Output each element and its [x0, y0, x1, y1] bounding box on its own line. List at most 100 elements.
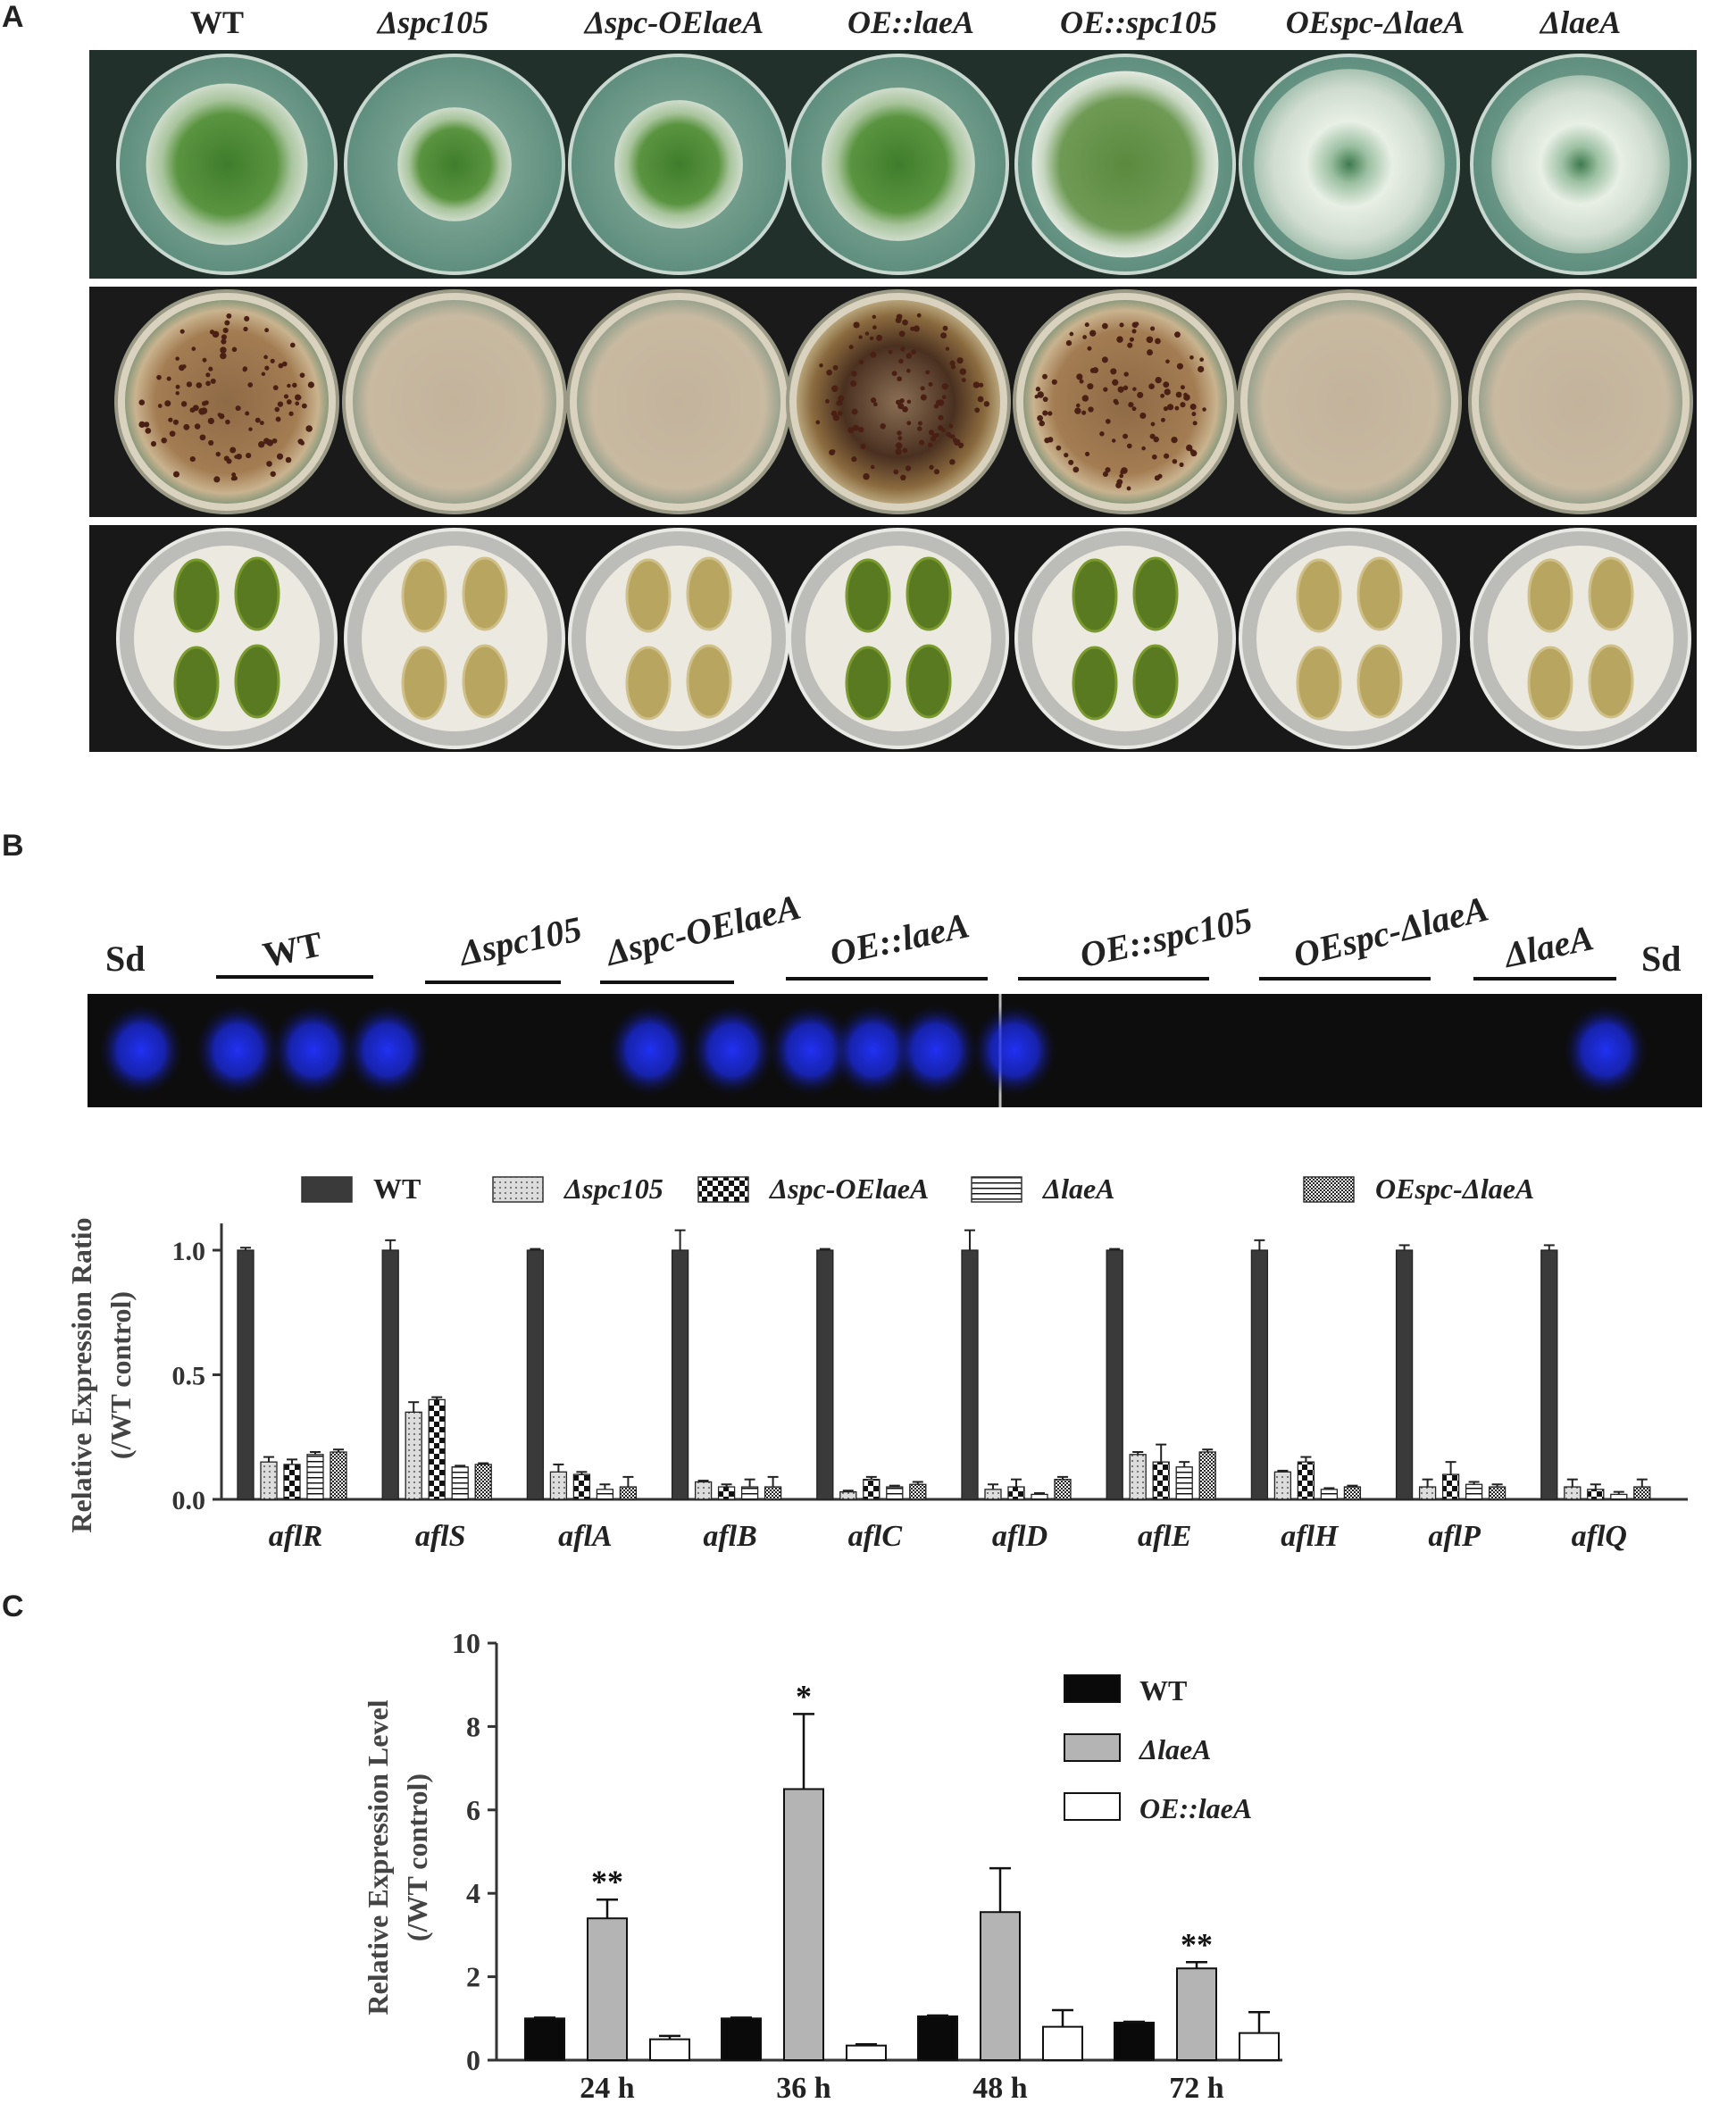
bar	[381, 1249, 399, 1500]
bar	[1540, 1249, 1558, 1500]
strain-label-wt: WT	[189, 4, 244, 40]
timepoint-group: 48 h	[917, 1866, 1083, 2103]
bar	[1441, 1473, 1460, 1500]
x-tick-label: aflB	[703, 1520, 756, 1553]
conidia-plate	[116, 54, 338, 275]
bar	[1054, 1479, 1072, 1500]
x-tick-label: 24 h	[580, 2072, 635, 2099]
legend-label: Δspc-OElaeA	[768, 1173, 929, 1205]
seed-plate	[1014, 528, 1236, 749]
x-tick-label: 72 h	[1169, 2072, 1224, 2099]
legend-swatch	[301, 1176, 353, 1203]
legend-entry: Δspc-OElaeA	[697, 1173, 929, 1205]
sclerotia-plate	[1468, 289, 1693, 514]
sclerotia-plate	[566, 289, 791, 514]
conidia-plate	[788, 54, 1009, 275]
bar	[909, 1483, 927, 1500]
bar	[260, 1461, 278, 1500]
x-tick-label: 36 h	[776, 2072, 831, 2099]
legend-label: ΔlaeA	[1041, 1173, 1115, 1205]
bar	[1129, 1454, 1147, 1500]
bar	[1395, 1249, 1414, 1500]
legend-swatch	[492, 1176, 544, 1203]
bar	[1176, 1967, 1217, 2062]
legend-entry: ΔlaeA	[1064, 1733, 1212, 1765]
tlc-fluorescent-spot	[1563, 1004, 1648, 1097]
x-tick-label: aflC	[848, 1520, 903, 1553]
conidia-plate	[344, 54, 565, 275]
timepoint-group: ** 72 h	[1114, 1926, 1280, 2103]
legend-entry: ΔlaeA	[971, 1173, 1115, 1205]
bar	[1273, 1471, 1292, 1500]
significance-marker: *	[796, 1678, 812, 1714]
significance-marker: **	[1181, 1926, 1213, 1962]
conidia-plate	[1239, 54, 1460, 275]
tlc-fluorescent-spot	[195, 1004, 280, 1097]
bar	[587, 1917, 628, 2061]
bar	[984, 1489, 1002, 1500]
category-group: aflD	[961, 1229, 1072, 1553]
seed-plate	[344, 528, 565, 749]
sclerotia-plate	[114, 289, 339, 514]
tlc-group-line-dspc-oelaea	[600, 981, 734, 984]
tlc-fluorescent-spot	[689, 1004, 775, 1097]
category-group: aflR	[237, 1247, 347, 1553]
legend-entry: WT	[1064, 1674, 1187, 1707]
tlc-fluorescent-spot	[768, 1004, 854, 1097]
bar	[306, 1454, 324, 1500]
tlc-label-sd-right: Sd	[1641, 939, 1682, 979]
bar	[1465, 1483, 1483, 1500]
bar	[1488, 1486, 1506, 1500]
bar	[451, 1466, 469, 1500]
x-tick-label: aflR	[269, 1520, 322, 1553]
seed-plate	[788, 528, 1009, 749]
timepoint-group: ** 24 h	[524, 1864, 690, 2103]
x-tick-label: aflH	[1281, 1520, 1340, 1553]
bar	[1587, 1489, 1605, 1500]
legend-swatch	[1303, 1176, 1355, 1203]
bar	[596, 1489, 614, 1500]
tlc-fluorescent-spot	[607, 1004, 693, 1097]
legend-label: Δspc105	[563, 1173, 664, 1205]
tlc-group-line-oe-spc105	[1018, 977, 1209, 981]
bar	[619, 1486, 638, 1500]
category-group: aflB	[671, 1229, 782, 1553]
gene-expression-chart: WT Δspc105 Δspc-OElaeA ΔlaeA OEspc-ΔlaeA 0.0 0…	[0, 1116, 1736, 1581]
bar	[474, 1464, 492, 1500]
bar	[1042, 2025, 1083, 2062]
conidiation-plates-photo	[89, 50, 1697, 279]
timepoint-group: * 36 h	[721, 1678, 887, 2103]
tlc-fluorescent-spot	[972, 1004, 1057, 1097]
bar	[1031, 1493, 1048, 1500]
sclerotia-plate	[786, 289, 1011, 514]
strain-label-oe-spc105: OE::spc105	[1060, 4, 1217, 40]
bar	[1175, 1466, 1193, 1500]
bar	[740, 1486, 759, 1500]
y-tick-label: 10	[452, 1627, 480, 1659]
x-tick-label: 48 h	[972, 2072, 1028, 2099]
category-group: aflQ	[1540, 1244, 1651, 1553]
tlc-group-line-oespc-dlaea	[1259, 977, 1431, 981]
bar	[783, 1788, 824, 2061]
bar	[237, 1249, 255, 1500]
panel-label-b: B	[2, 829, 24, 863]
legend-entry: OE::laeA	[1064, 1792, 1252, 1824]
bar	[1106, 1249, 1123, 1500]
bar	[524, 2017, 565, 2061]
seed-plate	[1470, 528, 1691, 749]
legend-swatch	[971, 1176, 1022, 1203]
legend-entry: WT	[301, 1173, 421, 1205]
strain-label-oespc-dlaea: OEspc-ΔlaeA	[1285, 4, 1465, 40]
sclerotia-plate	[1013, 289, 1238, 514]
tlc-label-oe-spc105: OE::spc105	[1076, 899, 1256, 976]
strain-label-dspc-oelaea: Δspc-OElaeA	[584, 4, 764, 40]
category-group: aflE	[1106, 1248, 1216, 1553]
bar	[1610, 1493, 1628, 1500]
bar	[839, 1490, 857, 1500]
bar	[917, 2015, 958, 2061]
bar	[428, 1398, 446, 1500]
y-tick-label: 8	[466, 1710, 480, 1742]
y-tick-label: 0.5	[172, 1362, 206, 1391]
tlc-label-dspc-oelaea: Δspc-OElaeA	[601, 886, 805, 974]
y-tick-label: 6	[466, 1794, 480, 1826]
